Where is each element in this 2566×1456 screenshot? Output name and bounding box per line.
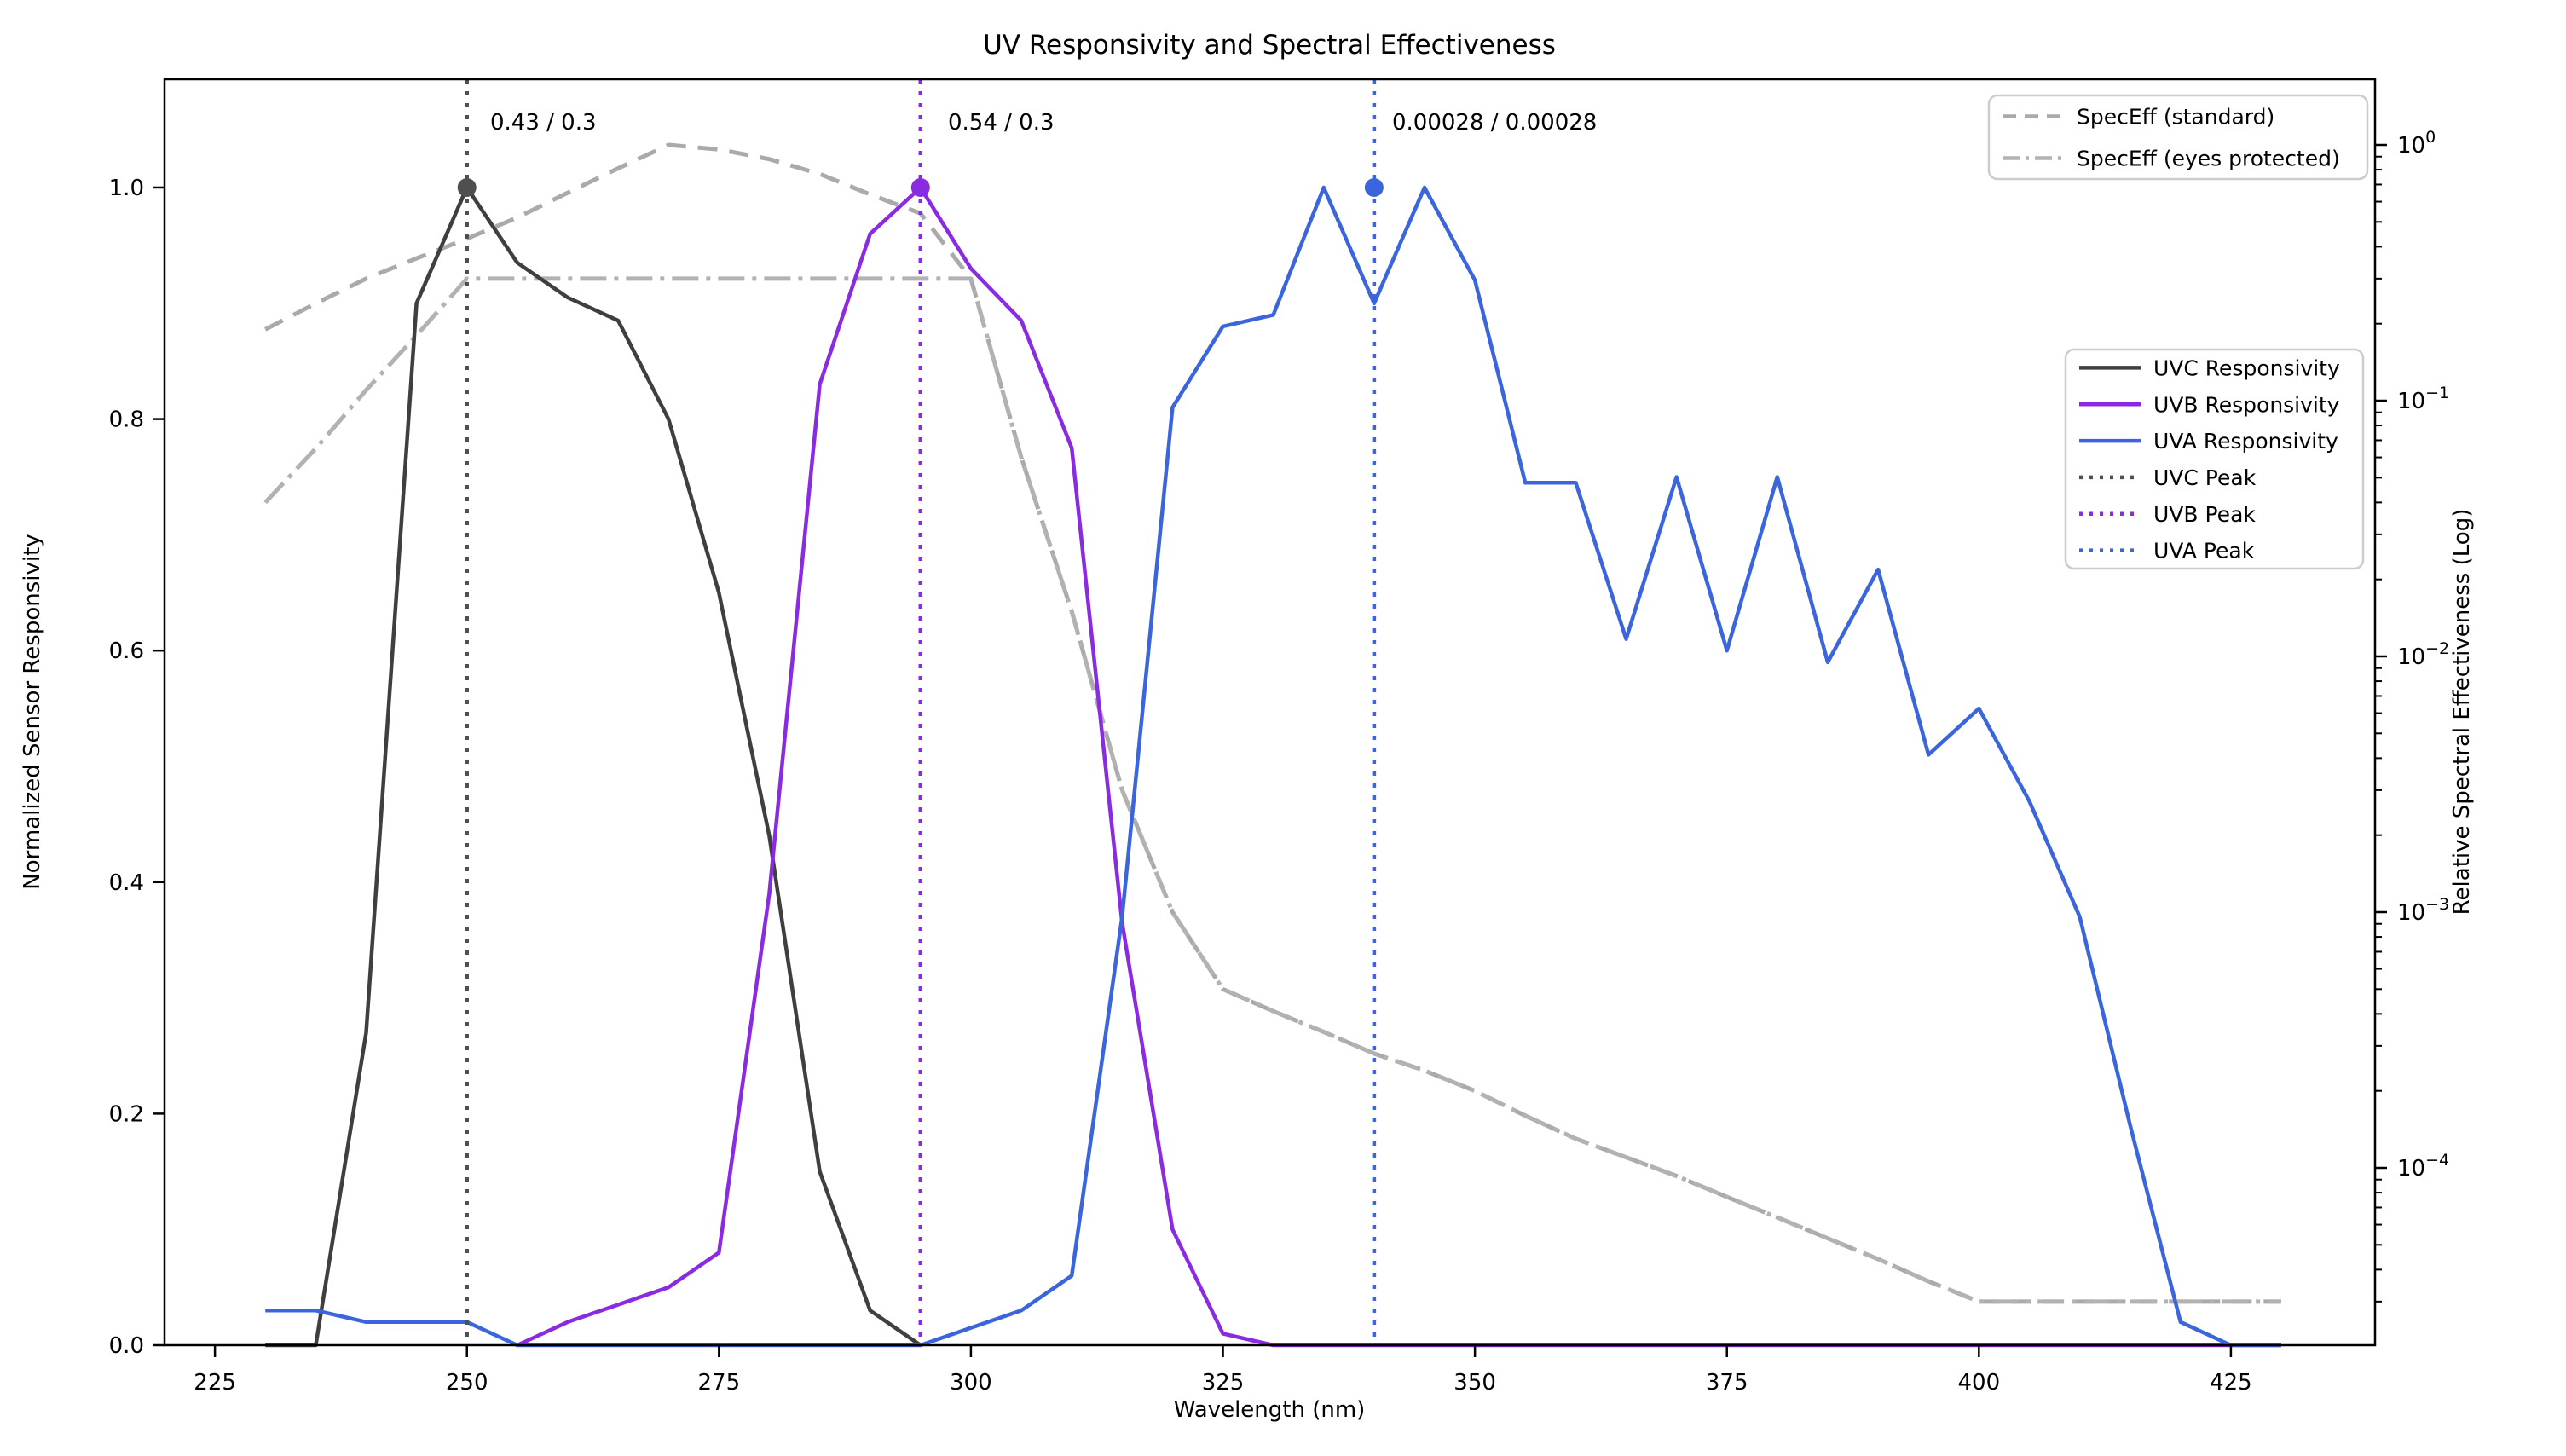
series-line-speceff-standard- bbox=[264, 142, 2281, 1304]
x-tick-label: 400 bbox=[1957, 1370, 2000, 1395]
y-left-tick-label: 1.0 bbox=[109, 176, 144, 201]
legends: SpecEff (standard) SpecEff (eyes protecte… bbox=[1987, 94, 2369, 570]
series-line-uvb-responsivity bbox=[516, 185, 2281, 1348]
legend-label: UVA Responsivity bbox=[2153, 429, 2338, 454]
x-tick-label: 250 bbox=[446, 1370, 488, 1395]
y-right-tick-label: 10−4 bbox=[2397, 1151, 2449, 1182]
y-right-tick-label: 100 bbox=[2397, 128, 2436, 159]
y-left-tick-label: 0.4 bbox=[109, 870, 144, 896]
y-left-tick-label: 0.0 bbox=[109, 1333, 144, 1359]
x-tick-label: 300 bbox=[950, 1370, 992, 1395]
legend-label: SpecEff (eyes protected) bbox=[2077, 147, 2340, 171]
legend-label: UVC Peak bbox=[2153, 465, 2257, 490]
peak-annotation: 0.54 / 0.3 bbox=[948, 110, 1055, 136]
peak-marker-lines bbox=[457, 79, 1384, 1345]
legend-label: UVA Peak bbox=[2153, 539, 2255, 563]
axes-frame bbox=[163, 78, 2377, 1347]
plot-border bbox=[163, 78, 2377, 1347]
series-lines bbox=[263, 142, 2281, 1348]
legend-label: UVB Peak bbox=[2153, 502, 2256, 527]
x-tick-label: 275 bbox=[697, 1370, 740, 1395]
peak-annotation: 0.00028 / 0.00028 bbox=[1392, 110, 1597, 136]
x-tick-label: 425 bbox=[2210, 1370, 2252, 1395]
peak-annotations: 0.43 / 0.3 0.54 / 0.3 0.00028 / 0.00028 bbox=[490, 110, 1597, 136]
peak-dot-uva-peak bbox=[1364, 177, 1384, 197]
y-right-tick-label: 10−3 bbox=[2397, 895, 2449, 926]
legend-label: UVC Responsivity bbox=[2153, 355, 2340, 380]
y-axis-label-left: Normalized Sensor Responsivity bbox=[20, 534, 45, 889]
legend-label: UVB Responsivity bbox=[2153, 392, 2340, 417]
x-tick-label: 325 bbox=[1202, 1370, 1245, 1395]
chart-title: UV Responsivity and Spectral Effectivene… bbox=[983, 30, 1556, 61]
y-axis-label-right: Relative Spectral Effectiveness (Log) bbox=[2449, 509, 2475, 916]
axis-ticks: 225 250 275 300 325 350 375 400 425 0.0 0.2 0.4 0.6 0… bbox=[109, 128, 2449, 1395]
x-tick-label: 350 bbox=[1453, 1370, 1496, 1395]
y-right-tick-label: 10−2 bbox=[2397, 639, 2449, 670]
x-tick-label: 225 bbox=[194, 1370, 236, 1395]
y-left-tick-label: 0.2 bbox=[109, 1101, 144, 1127]
peak-dot-uvc-peak bbox=[457, 177, 477, 197]
legend-label: SpecEff (standard) bbox=[2077, 105, 2274, 130]
x-axis-label: Wavelength (nm) bbox=[1174, 1397, 1366, 1423]
legend-speceff-box bbox=[1987, 94, 2369, 181]
legend-responsivity-box bbox=[2064, 348, 2365, 570]
peak-dot-uvb-peak bbox=[910, 177, 930, 197]
series-line-speceff-eyes-protected- bbox=[263, 276, 2281, 1304]
y-right-tick-label: 10−1 bbox=[2397, 384, 2449, 414]
x-tick-label: 375 bbox=[1706, 1370, 1748, 1395]
y-left-tick-label: 0.8 bbox=[109, 407, 144, 433]
series-line-uva-responsivity bbox=[265, 185, 2281, 1348]
legend-responsivity: UVC Responsivity UVB Responsivity UVA Resp… bbox=[2064, 348, 2365, 570]
peak-annotation: 0.43 / 0.3 bbox=[490, 110, 597, 136]
legend-speceff: SpecEff (standard) SpecEff (eyes protecte… bbox=[1987, 94, 2369, 181]
series-line-uvc-responsivity bbox=[265, 185, 922, 1348]
y-left-tick-label: 0.6 bbox=[109, 638, 144, 664]
